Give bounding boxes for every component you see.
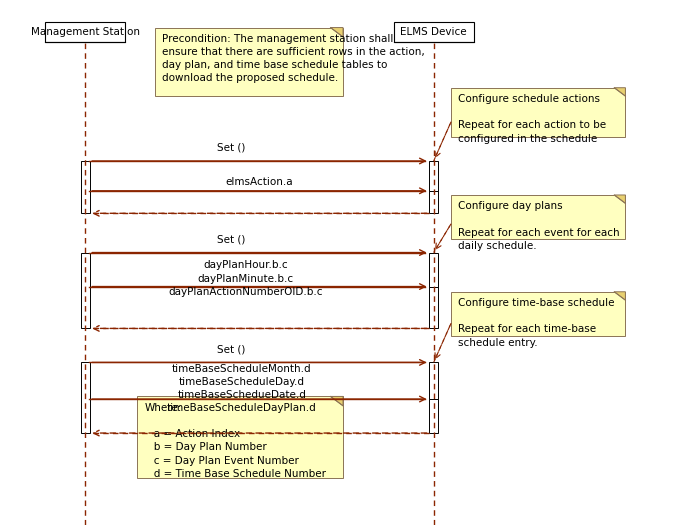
FancyBboxPatch shape [80, 252, 90, 328]
Text: Precondition: The management station shall
ensure that there are sufficient rows: Precondition: The management station sha… [162, 34, 424, 84]
FancyBboxPatch shape [137, 397, 343, 478]
Text: Where:

   a = Action Index
   b = Day Plan Number
   c = Day Plan Event Number
: Where: a = Action Index b = Day Plan Num… [144, 403, 326, 479]
FancyBboxPatch shape [429, 252, 438, 287]
Text: timeBaseScheduleMonth.d
timeBaseScheduleDay.d
timeBaseSchedueDate.d
timeBaseSche: timeBaseScheduleMonth.d timeBaseSchedule… [167, 364, 317, 413]
FancyBboxPatch shape [451, 292, 625, 336]
Text: Management Station: Management Station [31, 27, 139, 37]
Polygon shape [330, 397, 343, 406]
FancyBboxPatch shape [45, 22, 125, 42]
FancyBboxPatch shape [429, 161, 438, 191]
FancyBboxPatch shape [429, 362, 438, 399]
Text: Set (): Set () [217, 345, 246, 355]
FancyBboxPatch shape [155, 27, 343, 96]
FancyBboxPatch shape [451, 195, 625, 239]
Polygon shape [614, 88, 625, 96]
FancyBboxPatch shape [451, 88, 625, 137]
Text: Set (): Set () [217, 143, 246, 153]
Text: Set (): Set () [217, 235, 246, 245]
Text: ELMS Device: ELMS Device [400, 27, 467, 37]
FancyBboxPatch shape [429, 191, 438, 214]
FancyBboxPatch shape [393, 22, 474, 42]
FancyBboxPatch shape [429, 399, 438, 433]
Text: Configure day plans

Repeat for each event for each
daily schedule.: Configure day plans Repeat for each even… [458, 201, 620, 251]
Polygon shape [330, 27, 343, 37]
Text: Configure schedule actions

Repeat for each action to be
configured in the sched: Configure schedule actions Repeat for ea… [458, 94, 606, 144]
FancyBboxPatch shape [429, 287, 438, 328]
Text: Configure time-base schedule

Repeat for each time-base
schedule entry.: Configure time-base schedule Repeat for … [458, 298, 615, 348]
Polygon shape [614, 292, 625, 300]
Text: elmsAction.a: elmsAction.a [225, 177, 293, 187]
FancyBboxPatch shape [80, 161, 90, 214]
Polygon shape [614, 195, 625, 204]
Text: dayPlanHour.b.c
dayPlanMinute.b.c
dayPlanActionNumberOID.b.c: dayPlanHour.b.c dayPlanMinute.b.c dayPla… [168, 260, 323, 297]
FancyBboxPatch shape [80, 362, 90, 433]
